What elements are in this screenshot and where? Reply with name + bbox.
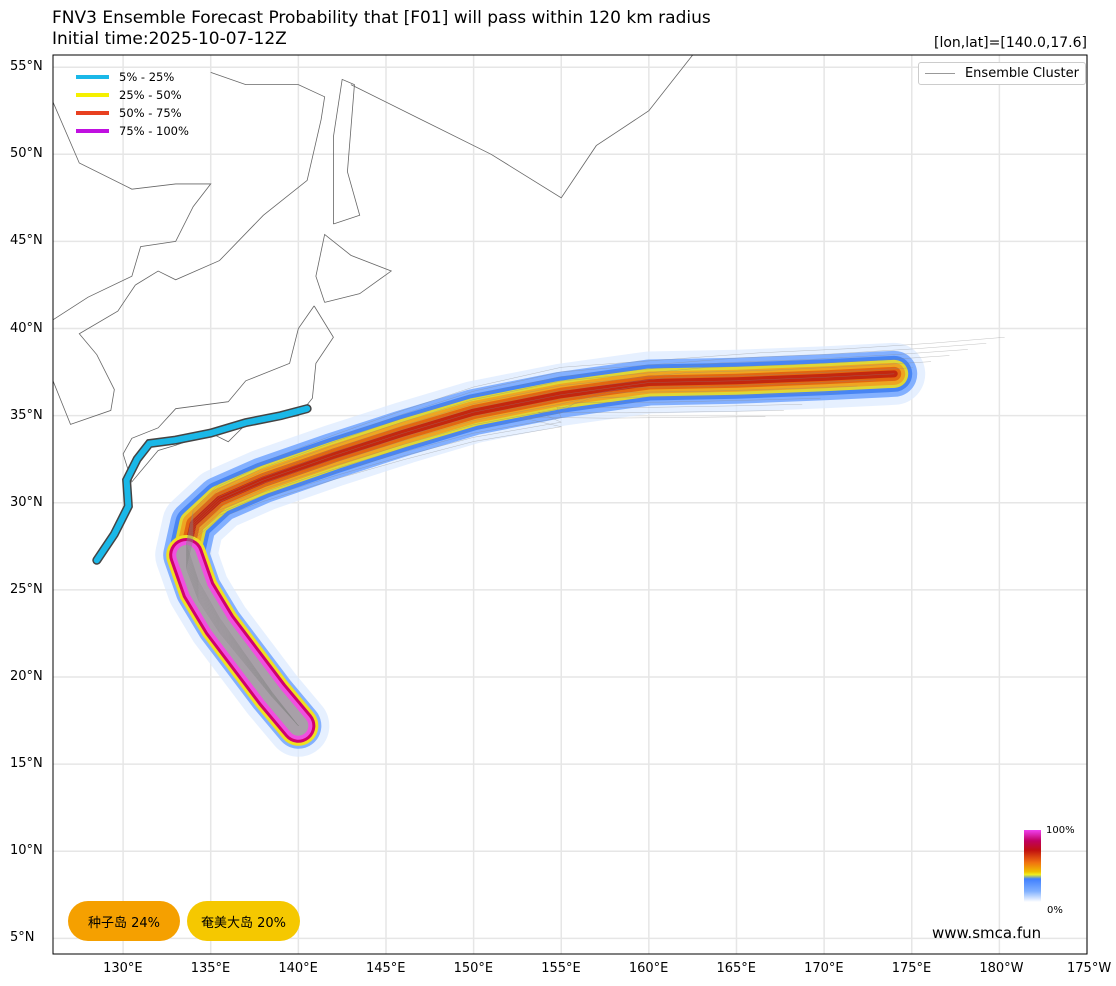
coord-readout: [lon,lat]=[140.0,17.6]	[933, 35, 1087, 51]
lon-tick-label: 135°E	[190, 961, 231, 976]
legend-item: 25% - 50%	[68, 86, 189, 104]
coastline	[350, 54, 693, 199]
legend-item: 5% - 25%	[68, 68, 189, 86]
coastline	[135, 72, 326, 286]
lon-tick-label: 175°E	[891, 961, 932, 976]
ensemble-member-track	[185, 343, 987, 726]
lat-tick-label: 55°N	[10, 59, 43, 75]
lon-tick-label: 140°E	[278, 961, 318, 976]
cluster-line-swatch	[924, 73, 955, 74]
coastlines	[52, 54, 693, 483]
lon-tick-label: 130°E	[103, 961, 143, 976]
ensemble-member-track	[185, 404, 803, 726]
ensemble-member-track	[185, 355, 950, 726]
coastline	[52, 284, 136, 425]
legend-label: 50% - 75%	[119, 106, 182, 120]
ensemble-member-track	[185, 385, 858, 726]
map-title: FNV3 Ensemble Forecast Probability that …	[52, 8, 711, 50]
lat-tick-label: 5°N	[10, 930, 35, 946]
coastline	[315, 233, 393, 303]
legend-item: 75% - 100%	[68, 122, 189, 140]
legend-item: 50% - 75%	[68, 104, 189, 122]
ensemble-member-track	[185, 379, 876, 726]
ensemble-member-track	[185, 336, 1005, 726]
legend-label: 25% - 50%	[119, 88, 182, 102]
colorbar	[1024, 830, 1041, 902]
lat-tick-label: 25°N	[10, 581, 43, 597]
coastline	[333, 78, 361, 225]
alert-coast-5-25	[93, 405, 311, 564]
ensemble-member-track	[185, 367, 913, 726]
lat-tick-label: 50°N	[10, 146, 43, 162]
colorbar-min: 0%	[1047, 905, 1063, 916]
lat-tick-label: 15°N	[10, 756, 43, 772]
legend-swatch	[76, 75, 109, 79]
ensemble-member-track	[185, 349, 968, 726]
lon-tick-label: 160°E	[628, 961, 669, 976]
lat-tick-label: 45°N	[10, 233, 43, 249]
ensemble-member-track	[185, 410, 784, 726]
title-line: FNV3 Ensemble Forecast Probability that …	[52, 8, 711, 28]
lat-tick-label: 10°N	[10, 843, 43, 859]
legend-swatch	[76, 111, 109, 115]
legend-swatch	[76, 93, 109, 97]
lat-tick-label: 30°N	[10, 494, 43, 510]
lon-tick-label: 165°E	[716, 961, 757, 976]
plot-frame	[52, 54, 1088, 955]
initial-time: Initial time:2025-10-07-12Z	[52, 29, 287, 49]
badge-amami: 奄美大岛 20%	[187, 901, 300, 941]
lon-tick-label: 170°E	[804, 961, 844, 976]
lat-tick-label: 35°N	[10, 407, 43, 423]
lon-tick-label: 155°E	[541, 961, 581, 976]
legend-label: 75% - 100%	[119, 124, 189, 138]
probability-swath	[92, 336, 1005, 757]
coastline	[122, 305, 334, 483]
ensemble-member-track	[185, 416, 766, 726]
badge-tanegashima: 种子岛 24%	[68, 901, 180, 941]
ensemble-member-track	[185, 361, 932, 726]
lon-tick-label: 180°W	[979, 961, 1024, 976]
lon-tick-label: 145°E	[365, 961, 406, 976]
legend-label: 5% - 25%	[119, 70, 175, 84]
coastline	[52, 101, 212, 321]
legend-swatch	[76, 129, 109, 133]
cluster-legend: Ensemble Cluster	[917, 62, 1086, 85]
ensemble-member-track	[185, 397, 821, 726]
ensemble-member-track	[185, 373, 895, 726]
lon-tick-label: 175°W	[1067, 961, 1112, 976]
gridlines	[53, 55, 1088, 954]
colorbar-max: 100%	[1046, 825, 1075, 836]
lat-tick-label: 40°N	[10, 320, 43, 336]
watermark: www.smca.fun	[932, 924, 1042, 942]
swath-band	[155, 342, 926, 757]
lon-tick-label: 150°E	[453, 961, 494, 976]
lat-tick-label: 20°N	[10, 668, 43, 684]
ensemble-member-track	[185, 391, 840, 726]
probability-legend: 5% - 25% 25% - 50% 50% - 75% 75% - 100%	[68, 68, 189, 140]
cluster-label: Ensemble Cluster	[964, 66, 1079, 81]
